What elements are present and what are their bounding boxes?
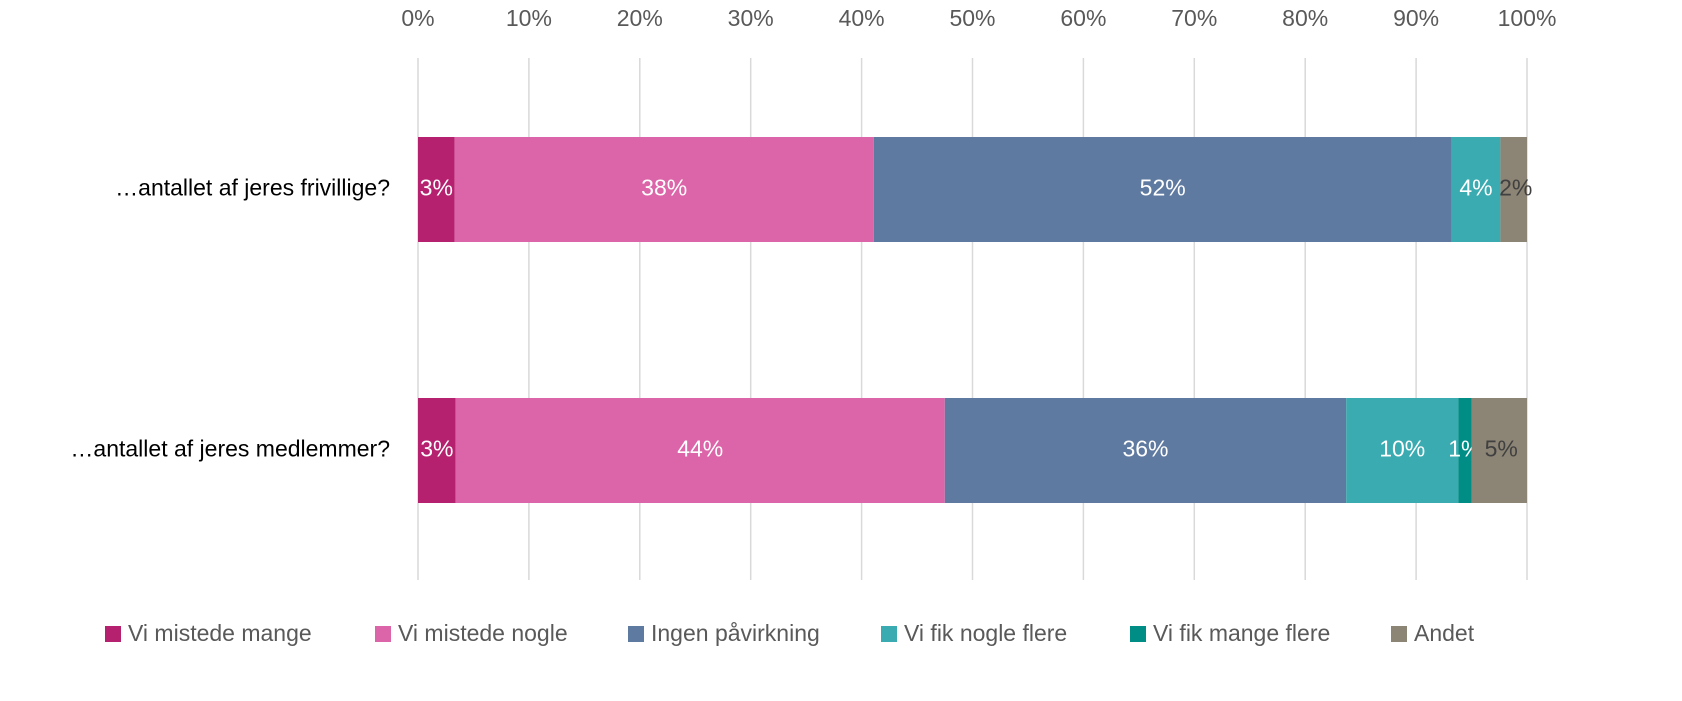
x-tick-label: 60% [1060, 5, 1106, 31]
x-tick-label: 20% [617, 5, 663, 31]
bar-segment [455, 398, 945, 503]
data-label: 36% [1122, 436, 1168, 462]
data-label: 10% [1379, 436, 1425, 462]
x-tick-label: 50% [949, 5, 995, 31]
legend-swatch [881, 626, 897, 642]
legend-swatch [1391, 626, 1407, 642]
data-label: 4% [1459, 175, 1492, 201]
bar-segment [418, 398, 456, 503]
x-tick-label: 70% [1171, 5, 1217, 31]
category-label: …antallet af jeres medlemmer? [70, 436, 390, 462]
data-label: 2% [1499, 175, 1532, 201]
data-label: 5% [1485, 436, 1518, 462]
x-tick-label: 40% [839, 5, 885, 31]
x-tick-label: 0% [401, 5, 434, 31]
bar-segment [418, 137, 455, 242]
bar-segment [1346, 398, 1459, 503]
legend-label: Ingen påvirkning [651, 620, 820, 646]
legend-swatch [1130, 626, 1146, 642]
data-label: 44% [677, 436, 723, 462]
legend-swatch [628, 626, 644, 642]
legend-label: Vi fik nogle flere [904, 620, 1067, 646]
bar-segment [873, 137, 1452, 242]
legend-swatch [375, 626, 391, 642]
bar-segment [1451, 137, 1501, 242]
x-tick-label: 10% [506, 5, 552, 31]
data-label: 3% [420, 175, 453, 201]
data-label: 52% [1140, 175, 1186, 201]
x-tick-label: 100% [1498, 5, 1557, 31]
legend-label: Vi fik mange flere [1153, 620, 1330, 646]
bar-segment [1500, 137, 1527, 242]
legend-label: Vi mistede mange [128, 620, 312, 646]
bar-segment [1458, 398, 1472, 503]
legend-swatch [105, 626, 121, 642]
legend-label: Andet [1414, 620, 1475, 646]
bar-segment [1471, 398, 1527, 503]
legend-label: Vi mistede nogle [398, 620, 568, 646]
category-label: …antallet af jeres frivillige? [115, 175, 390, 201]
bar-segment [454, 137, 874, 242]
data-label: 38% [641, 175, 687, 201]
x-tick-label: 80% [1282, 5, 1328, 31]
x-tick-label: 90% [1393, 5, 1439, 31]
bar-segment [944, 398, 1347, 503]
x-tick-label: 30% [728, 5, 774, 31]
data-label: 3% [420, 436, 453, 462]
